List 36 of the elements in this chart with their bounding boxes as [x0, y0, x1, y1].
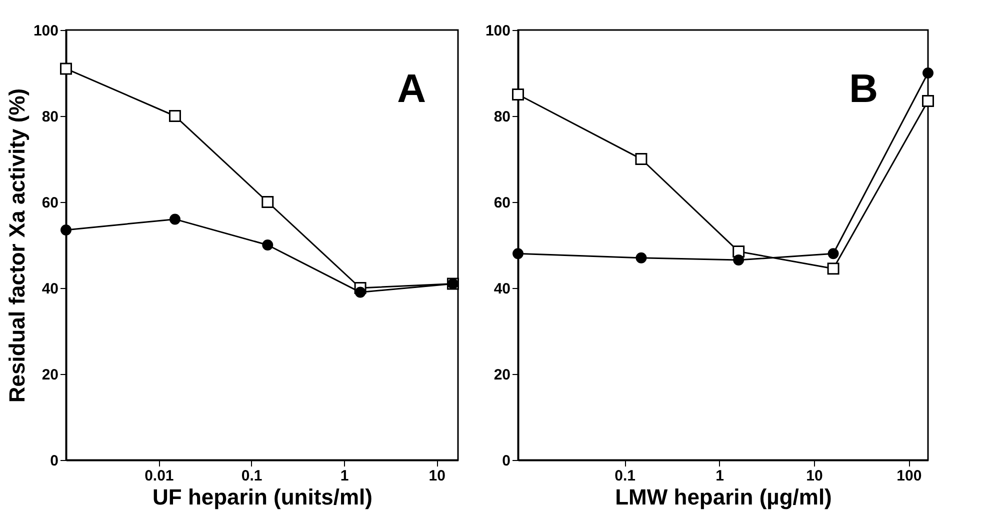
x-tick-label: 1: [340, 468, 349, 484]
y-tick-label: 40: [42, 280, 58, 298]
point: [922, 94, 934, 107]
x-tick-label: 0.1: [614, 468, 636, 484]
y-tick-label: 0: [50, 452, 58, 470]
x-tick-label: 10: [428, 468, 446, 484]
annotation: B: [849, 67, 878, 111]
point: [636, 252, 647, 264]
y-tick-label: 20: [494, 366, 510, 384]
x-axis-title: LMW heparin (µg/ml): [615, 484, 832, 510]
y-tick-label: 60: [494, 194, 510, 212]
x-tick-label: 0.1: [241, 468, 262, 484]
point: [828, 248, 839, 260]
x-tick-label: 10: [806, 468, 823, 484]
point: [169, 214, 180, 225]
point: [635, 153, 648, 165]
x-axis-title: UF heparin (units/ml): [152, 484, 372, 510]
y-tick-label: 60: [42, 194, 58, 212]
annotation: A: [397, 67, 426, 111]
x-tick-label: 0.01: [144, 468, 174, 484]
y-tick-label: 100: [33, 22, 58, 40]
y-tick-label: 0: [502, 452, 510, 470]
y-tick-label: 80: [494, 108, 510, 126]
x-tick-label: 100: [896, 468, 922, 484]
y-tick-label: 40: [494, 280, 510, 298]
y-tick-label: 20: [42, 366, 58, 384]
y-axis-title: Residual factor Xa activity (%): [4, 88, 30, 403]
x-tick-label: 1: [716, 468, 724, 484]
point: [262, 196, 274, 208]
point: [827, 262, 840, 275]
y-tick-label: 80: [42, 108, 58, 126]
point: [354, 286, 366, 298]
y-tick-label: 100: [485, 22, 510, 40]
point: [168, 110, 181, 122]
point: [262, 240, 274, 250]
point: [922, 68, 934, 78]
